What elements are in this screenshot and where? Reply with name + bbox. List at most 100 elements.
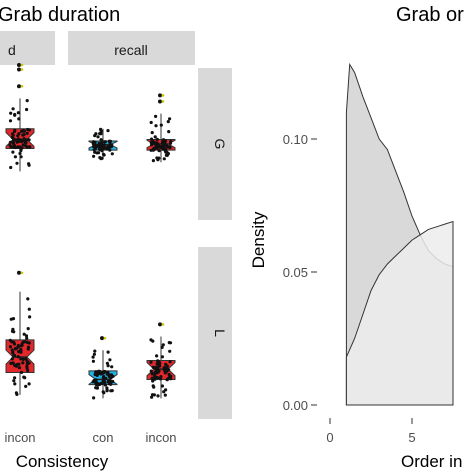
jitter-point [157, 149, 161, 153]
jitter-point [94, 132, 98, 136]
jitter-point [16, 344, 20, 348]
jitter-point [151, 384, 155, 388]
jitter-point [168, 349, 172, 353]
jitter-point [93, 150, 97, 154]
x-tick-label: 5 [408, 430, 415, 445]
jitter-point [26, 297, 30, 301]
jitter-point [153, 371, 157, 375]
jitter-point [27, 382, 31, 386]
jitter-point [161, 343, 165, 347]
jitter-point [11, 132, 15, 136]
jitter-point [99, 157, 103, 161]
jitter-point [92, 378, 96, 382]
outlier-point [17, 67, 21, 72]
jitter-point [25, 99, 29, 103]
jitter-point [24, 357, 28, 361]
y-tick-label: 0.05 [283, 265, 308, 280]
left-x-axis-title: Consistency [16, 452, 109, 471]
jitter-point [160, 345, 164, 349]
jitter-point [162, 157, 166, 161]
jitter-point [12, 342, 17, 346]
jitter-point [154, 114, 158, 118]
jitter-point [27, 145, 32, 149]
jitter-point [25, 131, 29, 135]
jitter-point [24, 334, 29, 338]
jitter-point [94, 370, 98, 375]
jitter-point [169, 374, 173, 378]
jitter-point [11, 351, 15, 355]
jitter-point [91, 355, 95, 359]
jitter-point [100, 148, 104, 152]
jitter-point [150, 376, 154, 380]
jitter-point [21, 361, 25, 365]
jitter-point [110, 152, 114, 156]
jitter-point [13, 155, 17, 159]
jitter-point [102, 371, 106, 375]
jitter-point [25, 336, 29, 340]
jitter-point [22, 133, 26, 137]
facet-label-d: d [8, 42, 16, 58]
jitter-point [165, 364, 169, 368]
jitter-point [28, 315, 32, 319]
jitter-point [109, 376, 113, 380]
jitter-point [158, 145, 162, 149]
facet-strip-col-recall [68, 31, 195, 65]
jitter-point [108, 358, 112, 362]
jitter-point [10, 329, 15, 333]
outlier-point [158, 322, 162, 327]
jitter-point [107, 380, 111, 384]
density-area [345, 220, 454, 406]
jitter-point [25, 365, 29, 369]
x-tick-label: 0 [326, 430, 333, 445]
jitter-point [156, 142, 160, 146]
jitter-point [27, 138, 31, 142]
jitter-point [26, 127, 30, 132]
jitter-point [12, 379, 16, 383]
jitter-point [163, 393, 167, 397]
facet-strip-row-L [198, 247, 232, 419]
jitter-point [16, 355, 20, 359]
jitter-point [25, 138, 29, 142]
jitter-point [17, 117, 21, 121]
jitter-point [168, 360, 172, 364]
jitter-point [27, 307, 31, 311]
jitter-point [165, 378, 169, 382]
jitter-point [11, 150, 15, 154]
x-tick-label: incon [4, 430, 35, 445]
jitter-point [154, 124, 158, 128]
jitter-point [152, 393, 156, 397]
outlier-point [17, 62, 21, 67]
jitter-point [27, 162, 31, 166]
jitter-point [91, 359, 95, 363]
jitter-point [8, 345, 13, 349]
jitter-point [13, 138, 17, 142]
jitter-point [23, 376, 27, 380]
outlier-marker [20, 68, 24, 71]
jitter-point [10, 348, 14, 352]
jitter-point [101, 390, 105, 394]
jitter-point [93, 140, 97, 144]
jitter-point [153, 147, 157, 151]
jitter-point [22, 129, 26, 133]
boxplot-layer [5, 62, 176, 400]
jitter-point [106, 364, 110, 368]
jitter-point [13, 382, 17, 386]
jitter-point [8, 140, 12, 144]
jitter-point [162, 368, 166, 372]
jitter-point [167, 341, 171, 345]
y-tick-label: 0.10 [283, 132, 308, 147]
jitter-point [168, 117, 172, 121]
jitter-point [156, 394, 160, 398]
jitter-point [21, 357, 25, 361]
jitter-point [26, 327, 30, 331]
jitter-point [160, 384, 164, 388]
jitter-point [8, 119, 13, 123]
jitter-point [24, 141, 28, 145]
jitter-point [12, 143, 16, 147]
jitter-point [9, 361, 13, 365]
jitter-point [95, 144, 100, 148]
jitter-point [13, 112, 17, 117]
jitter-point [109, 373, 114, 377]
jitter-point [13, 376, 17, 380]
jitter-point [96, 135, 100, 139]
